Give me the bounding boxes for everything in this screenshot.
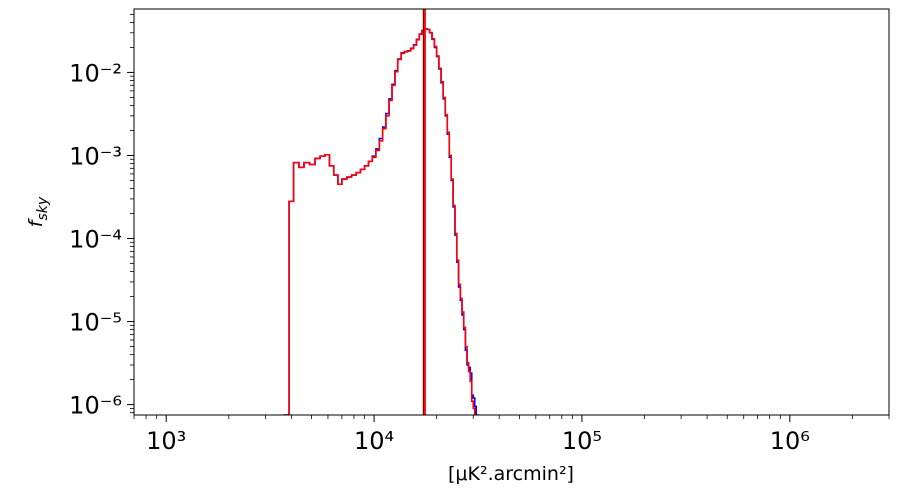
y-axis: 10⁻² 10⁻³ 10⁻⁴ 10⁻⁵ 10⁻⁶	[69, 13, 134, 420]
series-line-0	[283, 28, 480, 415]
y-axis-label: fsky	[25, 196, 51, 227]
x-tick-label: 10⁴	[354, 427, 394, 455]
series-line-1	[283, 28, 477, 415]
x-tick-label: 10⁶	[770, 427, 810, 455]
y-tick-label: 10⁻³	[69, 142, 122, 170]
y-axis-label-main: f	[25, 217, 47, 227]
y-axis-label-sub: sky	[35, 196, 51, 220]
y-tick-label: 10⁻²	[69, 59, 122, 87]
plot-frame	[133, 8, 890, 416]
x-tick-label: 10⁵	[562, 427, 602, 455]
y-tick-label: 10⁻⁶	[69, 392, 122, 420]
x-axis-label: [μK².arcmin²]	[448, 463, 574, 485]
x-axis: 10³ 10⁴ 10⁵ 10⁶	[133, 415, 890, 455]
reference-lines	[422, 9, 426, 415]
x-tick-label: 10³	[146, 427, 186, 455]
series-layer	[283, 28, 480, 415]
plot-area	[133, 8, 890, 416]
y-tick-label: 10⁻⁴	[69, 226, 122, 254]
y-tick-label: 10⁻⁵	[69, 309, 122, 337]
